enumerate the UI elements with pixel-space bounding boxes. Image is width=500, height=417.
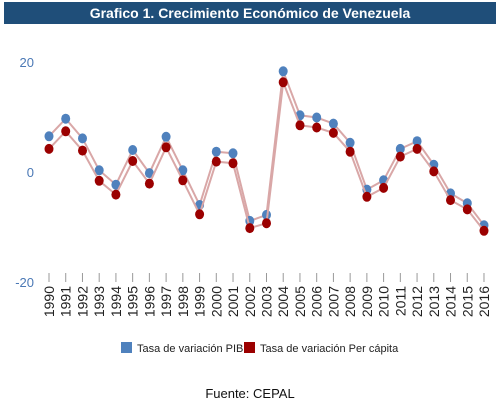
x-tick-label-1990: 1990 xyxy=(41,286,57,317)
point-pib-2001 xyxy=(228,148,238,159)
point-per-capita-2013 xyxy=(429,166,439,177)
x-tick-label-1993: 1993 xyxy=(91,286,107,317)
point-pib-1991 xyxy=(61,113,71,124)
x-tick-label-2002: 2002 xyxy=(242,286,258,317)
point-per-capita-2002 xyxy=(245,223,255,234)
x-tick-label-2012: 2012 xyxy=(409,286,425,317)
x-tick-label-2007: 2007 xyxy=(325,286,341,317)
legend-label-per-capita: Tasa de variación Per cápita xyxy=(260,343,399,355)
x-tick-label-1999: 1999 xyxy=(192,286,208,317)
x-tick-label-1995: 1995 xyxy=(125,286,141,317)
x-tick-label-1998: 1998 xyxy=(175,286,191,317)
point-per-capita-2005 xyxy=(295,120,305,131)
point-per-capita-2000 xyxy=(211,156,221,167)
point-per-capita-2007 xyxy=(328,127,338,138)
point-per-capita-1999 xyxy=(195,209,205,220)
source-note: Fuente: CEPAL xyxy=(205,386,295,401)
point-per-capita-2003 xyxy=(262,218,271,229)
x-tick-label-1997: 1997 xyxy=(158,286,174,317)
point-pib-2007 xyxy=(328,118,338,129)
point-per-capita-2010 xyxy=(379,182,389,193)
x-tick-label-2015: 2015 xyxy=(459,286,475,317)
point-per-capita-1996 xyxy=(144,178,154,189)
point-per-capita-2006 xyxy=(312,122,322,133)
point-per-capita-2016 xyxy=(479,225,489,236)
series-per-capita xyxy=(44,77,489,236)
y-tick-label-neg20: -20 xyxy=(15,275,34,290)
chart-title: Grafico 1. Crecimiento Económico de Vene… xyxy=(4,2,496,24)
x-tick-label-2000: 2000 xyxy=(208,286,224,317)
point-pib-2006 xyxy=(312,112,322,123)
point-pib-1993 xyxy=(94,165,104,176)
x-tick-label-2010: 2010 xyxy=(376,286,392,317)
point-pib-1994 xyxy=(111,179,121,190)
x-tick-label-1994: 1994 xyxy=(108,286,124,317)
x-tick-label-1992: 1992 xyxy=(74,286,90,317)
point-pib-1992 xyxy=(78,133,87,144)
point-per-capita-1993 xyxy=(94,175,104,186)
point-pib-2008 xyxy=(345,137,355,148)
point-pib-1997 xyxy=(161,131,171,142)
x-tick-label-1996: 1996 xyxy=(141,286,157,317)
point-pib-2000 xyxy=(211,146,221,157)
point-per-capita-2014 xyxy=(446,195,455,206)
point-per-capita-1992 xyxy=(78,145,87,156)
x-tick-label-2003: 2003 xyxy=(258,286,274,317)
series-layer xyxy=(44,66,489,236)
x-tick-label-2006: 2006 xyxy=(309,286,325,317)
x-tick-label-2005: 2005 xyxy=(292,286,308,317)
point-pib-1998 xyxy=(178,165,188,176)
point-per-capita-1994 xyxy=(111,189,121,200)
point-pib-1996 xyxy=(144,168,154,179)
x-tick-label-1991: 1991 xyxy=(58,286,74,317)
point-pib-2012 xyxy=(412,136,422,147)
point-per-capita-2001 xyxy=(228,158,238,169)
x-tick-label-2016: 2016 xyxy=(476,286,492,317)
point-pib-2011 xyxy=(395,143,405,154)
point-pib-2004 xyxy=(278,66,288,77)
x-tick-label-2004: 2004 xyxy=(275,286,291,317)
x-tick-label-2009: 2009 xyxy=(359,286,375,317)
point-pib-1990 xyxy=(44,131,54,142)
point-per-capita-1995 xyxy=(128,156,138,166)
y-tick-label-20: 20 xyxy=(20,55,34,70)
point-per-capita-1991 xyxy=(61,126,71,137)
point-per-capita-2011 xyxy=(395,151,405,162)
legend-swatch-per-capita xyxy=(244,342,255,353)
x-tick-label-2014: 2014 xyxy=(443,286,459,317)
x-tick-label-2008: 2008 xyxy=(342,286,358,317)
point-per-capita-2008 xyxy=(345,146,355,157)
point-per-capita-2004 xyxy=(278,77,288,88)
legend-label-pib: Tasa de variación PIB xyxy=(137,343,243,355)
y-axis-labels: 20 0 -20 xyxy=(15,55,34,290)
legend-swatch-pib xyxy=(121,342,132,353)
point-per-capita-2009 xyxy=(362,191,372,202)
legend: Tasa de variación PIB Tasa de variación … xyxy=(121,342,399,355)
point-per-capita-2012 xyxy=(412,143,422,154)
x-tick-label-2011: 2011 xyxy=(392,286,408,316)
point-per-capita-1998 xyxy=(178,175,188,186)
y-tick-label-0: 0 xyxy=(27,165,34,180)
series-pib xyxy=(44,66,489,231)
x-tick-label-2001: 2001 xyxy=(225,286,241,317)
point-per-capita-1997 xyxy=(161,142,171,153)
point-per-capita-2015 xyxy=(462,204,472,215)
x-axis-ticks xyxy=(48,273,485,282)
point-per-capita-1990 xyxy=(44,143,54,154)
point-pib-1995 xyxy=(128,145,138,155)
x-tick-label-2013: 2013 xyxy=(426,286,442,317)
x-axis-labels: 1990 1991 1992 1993 1994 1995 1996 1997 1998 1999… xyxy=(41,286,492,317)
